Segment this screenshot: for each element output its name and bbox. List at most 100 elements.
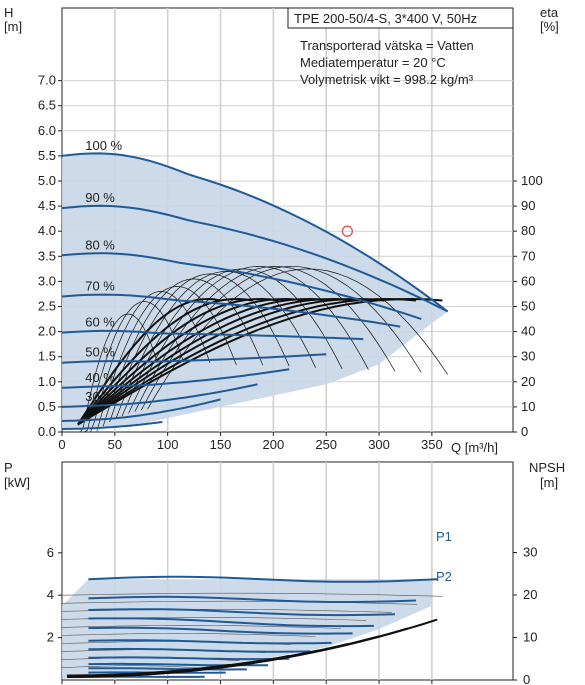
y-tick-label: 7.0 — [38, 73, 56, 88]
npsh-tick-label: 10 — [523, 630, 537, 645]
eta-tick-label: 20 — [521, 374, 535, 389]
eta-curve — [134, 266, 396, 412]
speed-label: 50 % — [85, 345, 115, 360]
y-tick-label: 3.0 — [38, 273, 56, 288]
bep-curves — [77, 297, 443, 426]
head-curve — [62, 421, 163, 430]
head-speed-curves — [62, 152, 449, 430]
power-tick-label: 6 — [47, 545, 54, 560]
head-region — [62, 153, 448, 430]
head-curve — [62, 383, 258, 408]
power-curve — [88, 667, 247, 671]
y-tick-label: 5.5 — [38, 148, 56, 163]
eta-tick-label: 0 — [521, 424, 528, 439]
power-thin-curve — [62, 592, 443, 597]
x-tick-label: 250 — [315, 437, 337, 452]
bep-curve — [77, 297, 221, 426]
head-curve — [62, 152, 449, 313]
operating-point-marker — [341, 225, 353, 237]
legend-p1: P1 — [436, 529, 452, 544]
info-line-liquid: Transporterad vätska = Vatten — [300, 38, 474, 53]
npsh-axis-unit: [m] — [540, 475, 558, 490]
y-tick-label: 5.0 — [38, 173, 56, 188]
power-curve — [88, 639, 332, 645]
power-thin-curve — [62, 633, 316, 637]
x-tick-label: 150 — [210, 437, 232, 452]
speed-label: 40 % — [85, 370, 115, 385]
power-tick-label: 4 — [47, 587, 54, 602]
x-tick-label: 50 — [108, 437, 122, 452]
speed-label: 70 % — [85, 278, 115, 293]
eta-tick-label: 70 — [521, 248, 535, 263]
eta-tick-label: 60 — [521, 273, 535, 288]
eta-axis-label: eta — [540, 5, 559, 20]
pump-model: TPE 200-50/4-S, 3*400 V, 50Hz — [294, 11, 477, 26]
x-tick-label: 200 — [263, 437, 285, 452]
y-tick-label: 1.0 — [38, 374, 56, 389]
head-curve — [62, 204, 449, 313]
head-axes: 0 50 100 150 200 250 300 3500.00.51.01.52.02.53… — [38, 73, 543, 452]
eta-tick-label: 100 — [521, 173, 543, 188]
power-curve — [88, 626, 353, 635]
power-axis-unit: [kW] — [4, 475, 30, 490]
y-tick-label: 6.5 — [38, 98, 56, 113]
eta-curve — [147, 268, 448, 410]
power-axis-label: P — [4, 460, 13, 475]
x-tick-label: 0 — [58, 437, 65, 452]
eta-curve — [90, 291, 211, 432]
eta-tick-label: 50 — [521, 299, 535, 314]
eta-tick-label: 10 — [521, 399, 535, 414]
power-operating-region — [62, 579, 432, 679]
x-tick-label: 100 — [157, 437, 179, 452]
speed-label: 100 % — [85, 138, 122, 153]
power-region — [62, 579, 432, 679]
y-tick-label: 1.5 — [38, 349, 56, 364]
speed-label: 60 % — [85, 315, 115, 330]
eta-tick-label: 90 — [521, 198, 535, 213]
flow-axis-label: Q [m³/h] — [451, 440, 498, 455]
npsh-curve — [67, 663, 231, 677]
y-tick-label: 4.5 — [38, 198, 56, 213]
eta-axis-unit: [%] — [540, 19, 559, 34]
y-tick-label: 6.0 — [38, 123, 56, 138]
y-tick-label: 3.5 — [38, 248, 56, 263]
head-curve — [62, 329, 364, 341]
eta-curve — [96, 286, 237, 432]
y-tick-label: 4.0 — [38, 223, 56, 238]
eta-curve — [77, 313, 158, 432]
power-curve — [88, 595, 417, 603]
head-curve — [62, 293, 401, 328]
pump-model-box — [287, 7, 514, 29]
speed-label: 90 % — [85, 190, 115, 205]
speed-label: 80 % — [85, 237, 115, 252]
power-tick-label: 2 — [47, 630, 54, 645]
bep-curve — [77, 297, 253, 426]
npsh-tick-label: 0 — [523, 672, 530, 685]
eta-curve — [109, 273, 290, 423]
speed-labels: 100 % 90 % 80 % 70 % 60 % 50 % 40 % 30 % — [85, 138, 122, 404]
head-axis-label: H — [4, 5, 13, 20]
head-curve — [62, 398, 221, 422]
npsh-curves — [67, 618, 438, 678]
npsh-tick-label: 30 — [523, 545, 537, 560]
power-curve — [88, 575, 438, 583]
y-tick-label: 2.0 — [38, 324, 56, 339]
head-curve — [62, 252, 422, 321]
npsh-tick-label: 20 — [523, 587, 537, 602]
info-line-temperature: Mediatemperatur = 20 °C — [300, 55, 446, 70]
npsh-axis-label: NPSH — [529, 460, 565, 475]
eta-curve — [84, 301, 184, 432]
y-tick-label: 0.5 — [38, 399, 56, 414]
power-axes: 2 4 6 0 10 20 30 — [47, 545, 538, 685]
head-operating-region — [62, 153, 448, 430]
power-curve — [88, 608, 395, 617]
x-tick-label: 350 — [421, 437, 443, 452]
speed-label: 30 % — [85, 389, 115, 404]
x-tick-label: 300 — [368, 437, 390, 452]
y-tick-label: 0.0 — [38, 424, 56, 439]
eta-tick-label: 40 — [521, 324, 535, 339]
power-curve — [88, 656, 290, 661]
head-curve — [62, 368, 290, 389]
power-curve — [88, 647, 311, 653]
power-thin-curve — [62, 625, 342, 629]
